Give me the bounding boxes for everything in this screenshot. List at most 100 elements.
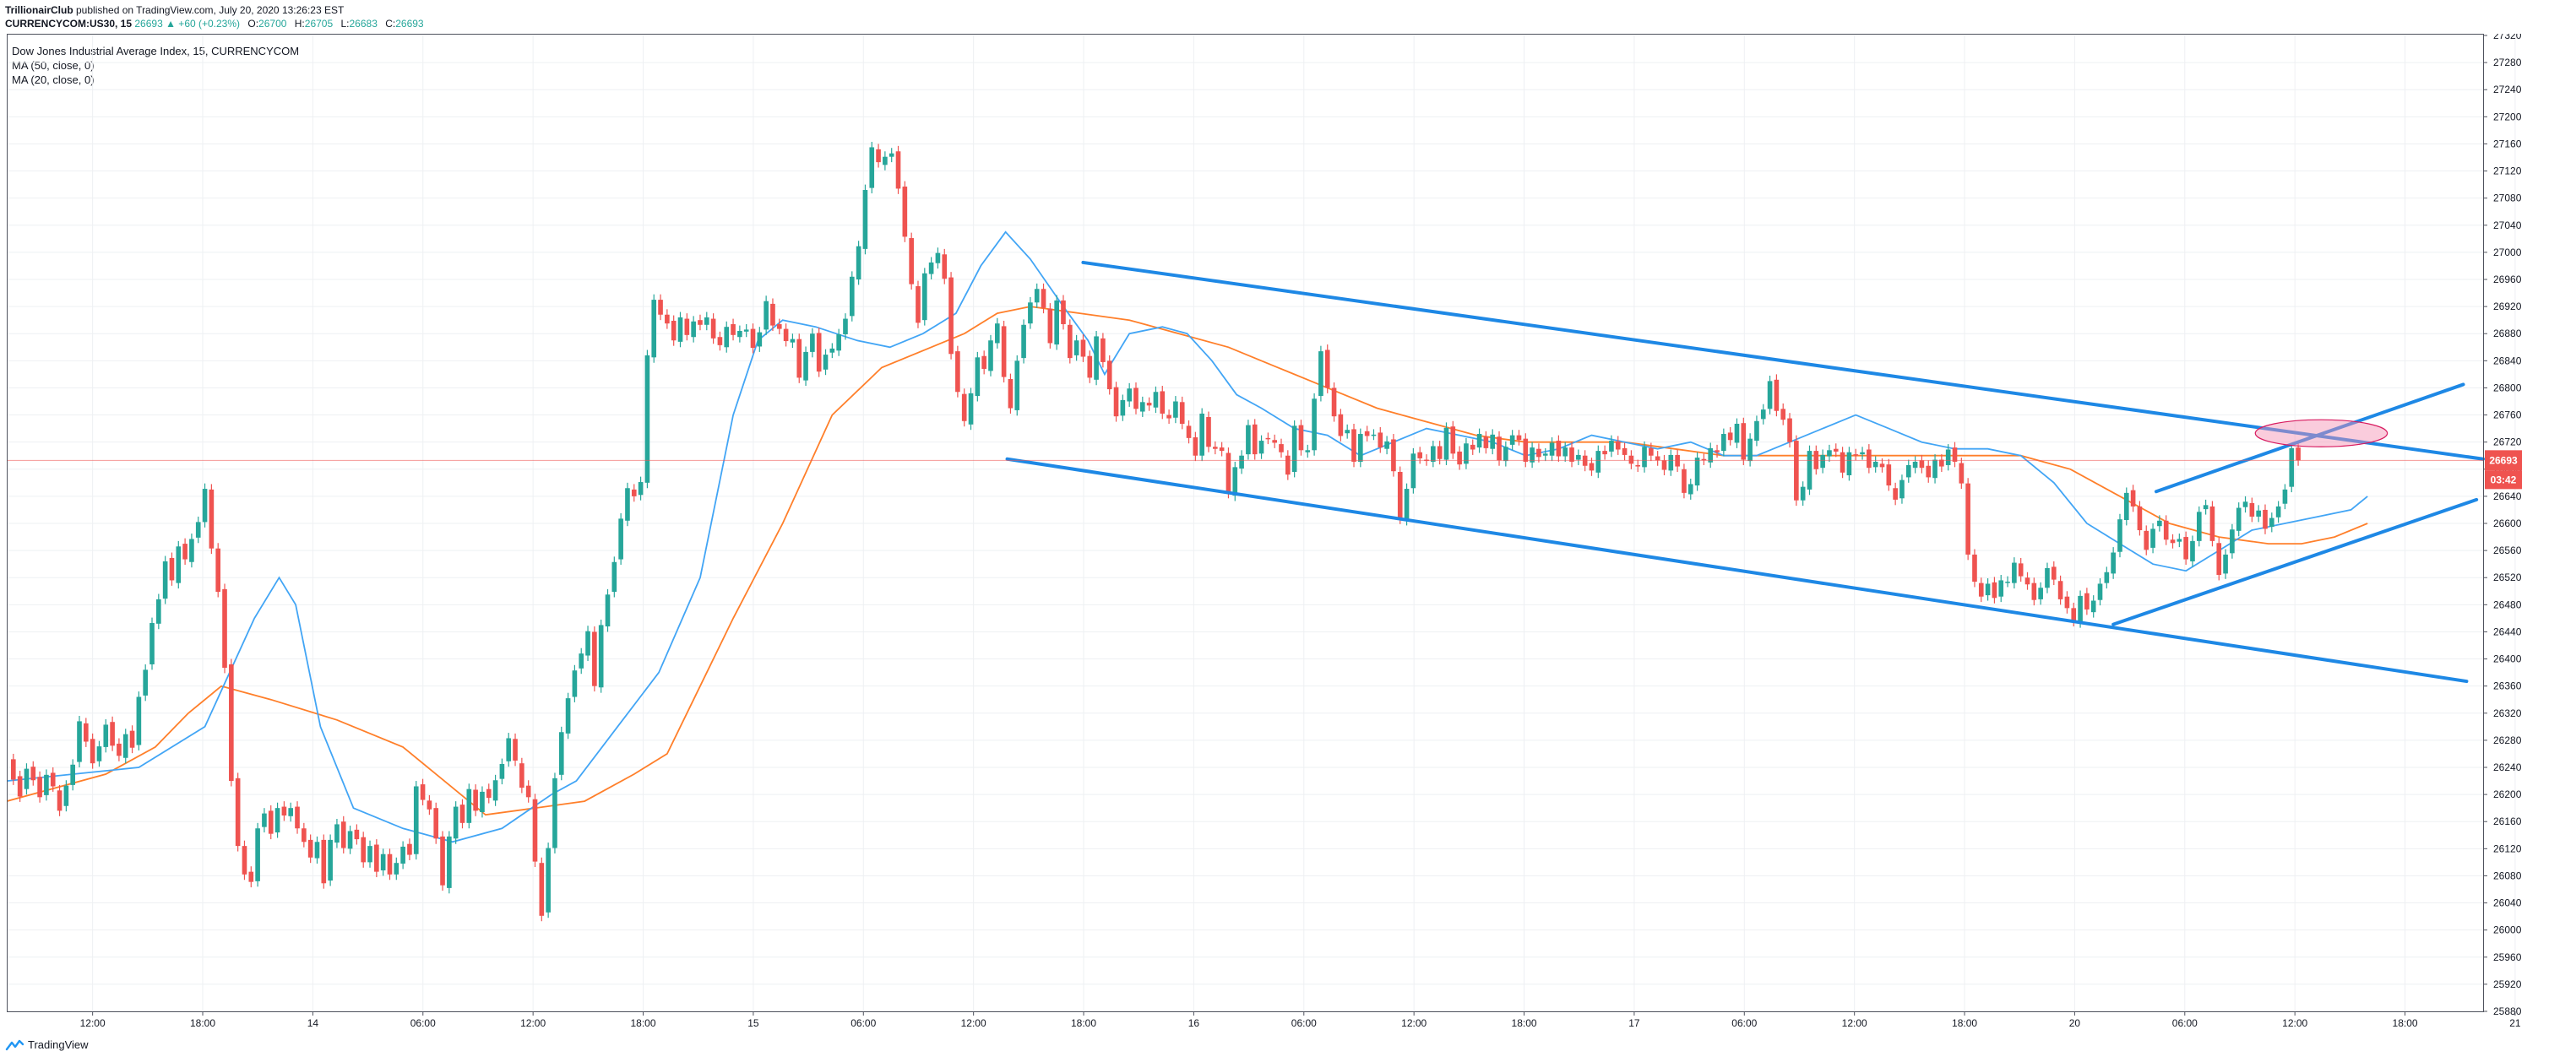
candle-body bbox=[1893, 488, 1898, 500]
candle-body bbox=[70, 764, 76, 785]
candle-body bbox=[380, 853, 386, 871]
x-tick-label: 12:00 bbox=[520, 1017, 546, 1029]
publisher-name[interactable]: TrillionairClub bbox=[5, 4, 73, 16]
y-tick-label: 27120 bbox=[2493, 165, 2522, 177]
candle-body bbox=[2296, 447, 2301, 461]
candle-body bbox=[1687, 484, 1693, 495]
x-tick-label: 06:00 bbox=[2172, 1017, 2198, 1029]
candle-body bbox=[1919, 460, 1925, 469]
candle-body bbox=[1840, 452, 1845, 473]
candle-body bbox=[1509, 435, 1515, 445]
candle-body bbox=[1166, 415, 1171, 419]
footer: TradingView bbox=[5, 1038, 89, 1051]
candle-body bbox=[361, 837, 367, 863]
candle-body bbox=[1715, 450, 1720, 452]
candle-body bbox=[1470, 444, 1475, 450]
candle-body bbox=[1378, 432, 1383, 448]
candle-body bbox=[1992, 582, 1997, 599]
candle-body bbox=[1846, 452, 1852, 476]
x-tick-label: 06:00 bbox=[1731, 1017, 1757, 1029]
candle-body bbox=[836, 334, 841, 351]
candle-body bbox=[1642, 447, 1647, 468]
candle-body bbox=[2084, 593, 2090, 610]
candle-body bbox=[1668, 454, 1674, 471]
price-label-value: 26693 bbox=[2489, 454, 2518, 466]
moving-averages bbox=[7, 230, 2368, 843]
candle-body bbox=[1298, 425, 1304, 451]
candle-body bbox=[2024, 577, 2030, 585]
candle-body bbox=[1279, 444, 1284, 452]
candle-body bbox=[2216, 543, 2222, 576]
x-tick-label: 12:00 bbox=[1401, 1017, 1427, 1029]
candle-body bbox=[1959, 463, 1965, 484]
candle-body bbox=[2071, 608, 2077, 621]
candle-body bbox=[427, 800, 432, 810]
candle-body bbox=[2203, 505, 2209, 510]
candle-body bbox=[222, 588, 227, 668]
candle-body bbox=[1285, 455, 1291, 475]
candle-body bbox=[433, 808, 439, 839]
candle-body bbox=[803, 351, 808, 381]
highlight-ellipse bbox=[2254, 419, 2389, 447]
candle-body bbox=[1926, 465, 1932, 478]
candle-body bbox=[1490, 434, 1496, 449]
candle-body bbox=[909, 238, 914, 284]
candle-body bbox=[750, 328, 756, 349]
high-value: 26705 bbox=[304, 18, 334, 30]
y-tick-label: 26360 bbox=[2493, 680, 2522, 692]
candle-body bbox=[1556, 441, 1562, 457]
candle-body bbox=[1576, 454, 1581, 460]
candle-body bbox=[1120, 399, 1126, 416]
candle-body bbox=[1476, 434, 1482, 448]
price-chart[interactable]: 25880 25920 25960 26000 26040 26080 26120 26160… bbox=[7, 34, 2524, 1030]
candle-body bbox=[2230, 529, 2235, 554]
candle-body bbox=[1067, 324, 1073, 359]
y-tick-label: 27080 bbox=[2493, 192, 2522, 204]
candle-body bbox=[1232, 467, 1238, 496]
candle-body bbox=[1431, 446, 1436, 462]
x-tick-label: 06:00 bbox=[410, 1017, 436, 1029]
candle-body bbox=[466, 788, 472, 823]
candle-body bbox=[1186, 425, 1192, 438]
price-timer-box bbox=[2485, 470, 2522, 490]
candle-body bbox=[651, 300, 657, 358]
candle-body bbox=[988, 340, 993, 371]
legend-ma20[interactable]: MA (20, close, 0) bbox=[12, 73, 95, 86]
candle-body bbox=[1622, 447, 1628, 455]
x-tick-label: 18:00 bbox=[1952, 1017, 1977, 1029]
candle-body bbox=[737, 331, 742, 338]
legend-title[interactable]: Dow Jones Industrial Average Index, 15, … bbox=[12, 45, 300, 57]
candle-body bbox=[598, 625, 604, 688]
candle-body bbox=[783, 328, 789, 342]
candle-body bbox=[1649, 447, 1654, 456]
candle-body bbox=[110, 722, 115, 746]
chart-area[interactable]: 25880 25920 25960 26000 26040 26080 26120 26160… bbox=[7, 34, 2524, 1030]
candle-body bbox=[189, 539, 194, 562]
candle-body bbox=[1589, 463, 1595, 471]
candle-body bbox=[1760, 409, 1766, 420]
candle-body bbox=[618, 518, 623, 560]
candle-body bbox=[1503, 447, 1508, 462]
candle-body bbox=[1536, 448, 1541, 458]
candle-body bbox=[2005, 582, 2010, 583]
candle-body bbox=[268, 810, 274, 834]
symbol-label: CURRENCYCOM:US30, 15 bbox=[5, 18, 133, 30]
candle-body bbox=[229, 664, 234, 782]
candle-body bbox=[1965, 483, 1970, 555]
candle-body bbox=[215, 548, 221, 593]
candle-body bbox=[519, 763, 524, 788]
candle-body bbox=[1694, 458, 1700, 486]
footer-brand[interactable]: TradingView bbox=[28, 1038, 89, 1051]
candle-body bbox=[242, 846, 247, 875]
candle-body bbox=[1569, 447, 1574, 462]
candle-body bbox=[1291, 425, 1297, 472]
candle-body bbox=[1734, 423, 1740, 443]
candle-body bbox=[1853, 454, 1859, 456]
ma20-line bbox=[7, 230, 2368, 843]
candle-body bbox=[413, 786, 419, 854]
candle-body bbox=[1213, 447, 1218, 449]
y-tick-label: 26240 bbox=[2493, 761, 2522, 773]
candle-body bbox=[2275, 506, 2281, 517]
candle-body bbox=[235, 778, 241, 847]
candle-body bbox=[876, 149, 881, 163]
